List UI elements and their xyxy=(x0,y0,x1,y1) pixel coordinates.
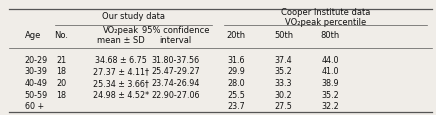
Text: 18: 18 xyxy=(57,67,67,76)
Text: 21: 21 xyxy=(57,55,67,64)
Text: 29.9: 29.9 xyxy=(227,67,245,76)
Text: Age: Age xyxy=(25,31,41,40)
Text: 18: 18 xyxy=(57,90,67,99)
Text: 32.2: 32.2 xyxy=(321,101,339,110)
Text: 35.2: 35.2 xyxy=(275,67,293,76)
Text: No.: No. xyxy=(54,31,68,40)
Text: 38.9: 38.9 xyxy=(321,78,339,87)
Text: 28.0: 28.0 xyxy=(228,78,245,87)
Text: 30-39: 30-39 xyxy=(25,67,48,76)
Text: 30.2: 30.2 xyxy=(275,90,293,99)
Text: 27.37 ± 4.11†: 27.37 ± 4.11† xyxy=(93,67,149,76)
Text: 23.74-26.94: 23.74-26.94 xyxy=(152,78,200,87)
Text: 22.90-27.06: 22.90-27.06 xyxy=(152,90,200,99)
Text: 40-49: 40-49 xyxy=(25,78,48,87)
Text: 41.0: 41.0 xyxy=(321,67,339,76)
Text: 95% confidence
interval: 95% confidence interval xyxy=(142,26,210,45)
Text: 44.0: 44.0 xyxy=(321,55,339,64)
Text: 50th: 50th xyxy=(274,31,293,40)
Text: 50-59: 50-59 xyxy=(25,90,48,99)
Text: 20: 20 xyxy=(57,78,67,87)
Text: 25.34 ± 3.66†: 25.34 ± 3.66† xyxy=(93,78,149,87)
Text: 27.5: 27.5 xyxy=(275,101,293,110)
Text: 24.98 ± 4.52*: 24.98 ± 4.52* xyxy=(93,90,149,99)
Text: 35.2: 35.2 xyxy=(321,90,339,99)
Text: 20th: 20th xyxy=(227,31,246,40)
Text: 23.7: 23.7 xyxy=(228,101,245,110)
Text: 37.4: 37.4 xyxy=(275,55,293,64)
Text: Our study data: Our study data xyxy=(102,12,165,21)
Text: 34.68 ± 6.75: 34.68 ± 6.75 xyxy=(95,55,147,64)
Text: 60 +: 60 + xyxy=(25,101,44,110)
Text: 31.6: 31.6 xyxy=(228,55,245,64)
Text: 20-29: 20-29 xyxy=(25,55,48,64)
Text: 33.3: 33.3 xyxy=(275,78,293,87)
Text: 25.47-29.27: 25.47-29.27 xyxy=(151,67,200,76)
Text: 80th: 80th xyxy=(320,31,340,40)
Text: VO₂peak
mean ± SD: VO₂peak mean ± SD xyxy=(97,26,145,45)
Text: 31.80-37.56: 31.80-37.56 xyxy=(152,55,200,64)
Text: Cooper Institute data
VO₂peak percentile: Cooper Institute data VO₂peak percentile xyxy=(281,8,371,27)
Text: 25.5: 25.5 xyxy=(227,90,245,99)
